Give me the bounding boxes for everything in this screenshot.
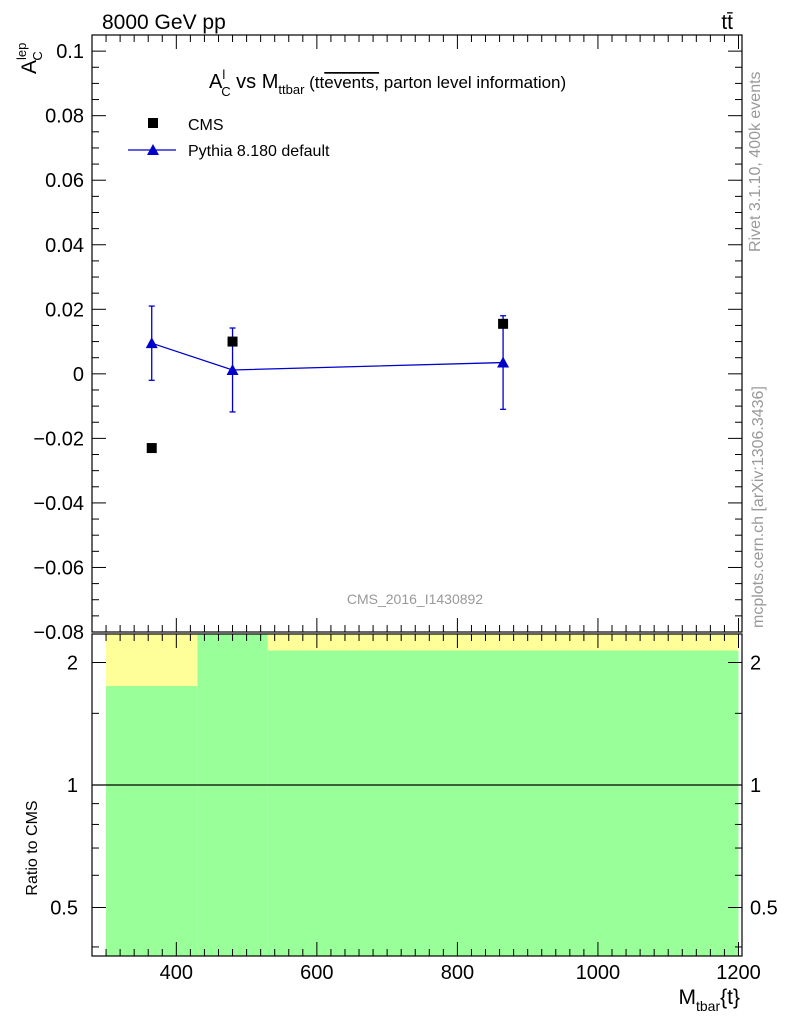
- cms-point: [227, 336, 238, 347]
- ratio-frame: [91, 633, 743, 957]
- ratio-band-inner: [197, 634, 268, 956]
- ratio-y-tick-label-left: 2: [67, 653, 78, 675]
- main-y-tick-label: 0.08: [45, 106, 84, 128]
- main-y-tick-label: 0.1: [56, 41, 84, 63]
- header-energy: 8000 GeV pp: [102, 11, 226, 34]
- title-a: A: [209, 71, 223, 93]
- main-y-tick-label: −0.08: [33, 622, 84, 644]
- x-tick-label: 1000: [576, 962, 621, 984]
- title-rest: parton level information): [379, 73, 566, 92]
- main-y-tick-label: −0.04: [33, 493, 84, 515]
- main-data-layer: [145, 305, 510, 454]
- x-tick-label: 800: [441, 962, 474, 984]
- legend-cms-label: CMS: [188, 117, 224, 134]
- ratio-axis-ticks: 2 2 1 1 0.5 0.5 400 600 800 1000 1200: [50, 634, 778, 984]
- x-tick-label: 600: [300, 962, 333, 984]
- ratio-bands: [92, 634, 742, 956]
- pythia-series-line: [151, 342, 504, 371]
- legend-pythia-marker: [147, 144, 159, 155]
- main-y-axis-label: AlepC: [14, 43, 45, 74]
- title-vs: vs M: [231, 71, 279, 93]
- ratio-y-tick-label-left: 1: [67, 775, 78, 797]
- ratio-y-tick-label-right: 0.5: [750, 897, 778, 919]
- main-y-tick-label: −0.02: [33, 428, 84, 450]
- analysis-watermark: CMS_2016_I1430892: [347, 591, 483, 607]
- ratio-y-tick-label-right: 2: [750, 653, 761, 675]
- legend-cms-marker: [148, 118, 158, 128]
- title-m-sub: ttbar: [278, 82, 305, 97]
- pythia-point: [226, 363, 239, 375]
- ratio-band-inner: [106, 686, 198, 956]
- main-y-tick-label: −0.06: [33, 557, 84, 579]
- ratio-y-tick-label-right: 1: [750, 775, 761, 797]
- legend: CMS Pythia 8.180 default: [128, 117, 330, 160]
- pythia-point: [145, 337, 158, 349]
- main-y-tick-label: 0.06: [45, 170, 84, 192]
- main-y-tick-label: 0.04: [45, 235, 84, 257]
- ratio-y-axis-label: Ratio to CMS: [24, 800, 41, 895]
- cms-point: [146, 443, 157, 454]
- chart-title: Al C vs Mttbar (ttevents, parton level in…: [209, 67, 566, 99]
- main-y-tick-label: 0.02: [45, 299, 84, 321]
- header-process: tt̄: [721, 11, 733, 34]
- title-overline: events,: [324, 73, 379, 92]
- ratio-panel: 2 2 1 1 0.5 0.5 400 600 800 1000 1200 Ratio to CMS…: [24, 633, 778, 1014]
- main-y-tick-label: 0: [73, 364, 84, 386]
- x-axis-label: Mtbar{t}: [679, 986, 741, 1014]
- title-a-sup: l: [222, 67, 225, 82]
- x-tick-label: 400: [160, 962, 193, 984]
- rivet-version-label: Rivet 3.1.10, 400k events: [747, 71, 764, 252]
- ratio-y-tick-label-left: 0.5: [50, 897, 78, 919]
- pythia-point: [497, 356, 510, 368]
- title-a-sub: C: [221, 84, 230, 99]
- x-tick-label: 1200: [716, 962, 761, 984]
- ratio-band-inner: [267, 650, 739, 956]
- main-axis-ticks: 0.1 0.08 0.06 0.04 0.02 0 −0.02 −0.04 −0.06 −0.08: [33, 34, 742, 644]
- title-paren: (tt: [304, 73, 324, 92]
- main-frame: [91, 34, 743, 633]
- svg-text:AlepC: AlepC: [14, 43, 45, 74]
- main-panel: CMS_2016_I1430892 Al C vs Mttbar (ttevent…: [14, 34, 743, 644]
- cms-point: [498, 318, 509, 329]
- legend-pythia-label: Pythia 8.180 default: [188, 143, 330, 160]
- source-label: mcplots.cern.ch [arXiv:1306.3436]: [750, 386, 767, 628]
